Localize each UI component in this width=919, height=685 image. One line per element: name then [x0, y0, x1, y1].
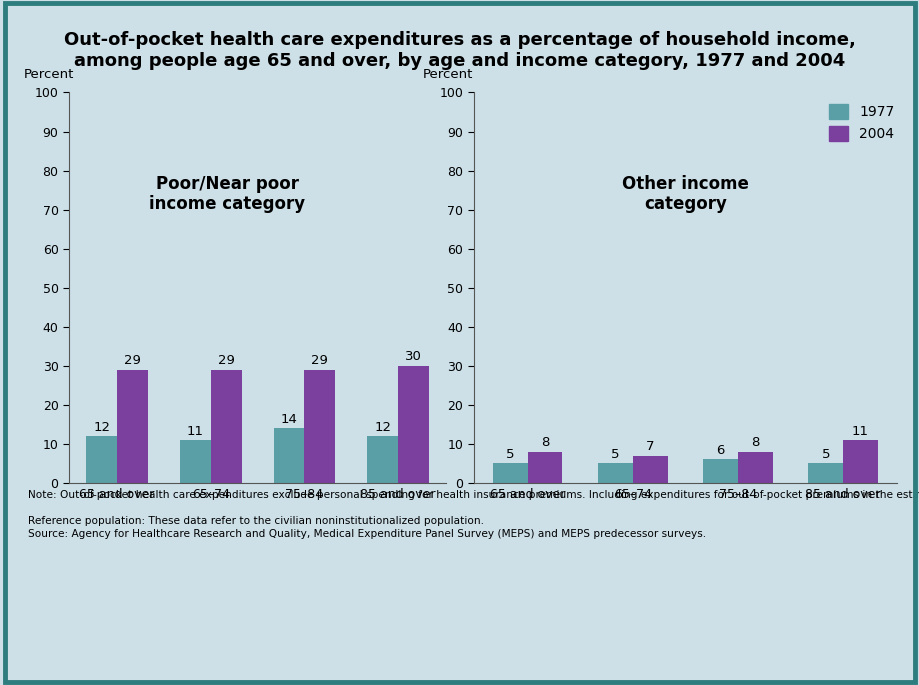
Bar	[304, 370, 335, 483]
Text: 12: 12	[93, 421, 110, 434]
Bar	[273, 428, 304, 483]
Text: 5: 5	[821, 448, 829, 461]
Text: 11: 11	[187, 425, 204, 438]
Bar	[398, 366, 428, 483]
Bar	[737, 451, 772, 483]
Text: 5: 5	[505, 448, 514, 461]
Text: 29: 29	[124, 354, 141, 367]
Text: Percent: Percent	[423, 68, 473, 81]
Text: 12: 12	[374, 421, 391, 434]
Bar	[86, 436, 117, 483]
Text: 6: 6	[716, 444, 724, 457]
Text: 29: 29	[218, 354, 234, 367]
Text: 29: 29	[312, 354, 328, 367]
Text: 14: 14	[280, 413, 297, 426]
Text: 5: 5	[610, 448, 619, 461]
Bar	[210, 370, 242, 483]
Text: Other income
category: Other income category	[621, 175, 748, 214]
Bar	[808, 464, 842, 483]
Text: 11: 11	[851, 425, 868, 438]
Text: 8: 8	[750, 436, 759, 449]
Text: Percent: Percent	[24, 68, 74, 81]
Text: Poor/Near poor
income category: Poor/Near poor income category	[149, 175, 305, 214]
Bar	[493, 464, 528, 483]
Bar	[632, 456, 667, 483]
Bar	[117, 370, 148, 483]
Bar	[367, 436, 398, 483]
Text: 7: 7	[645, 440, 653, 453]
Bar	[597, 464, 632, 483]
Bar	[702, 460, 737, 483]
Bar	[842, 440, 877, 483]
Text: 8: 8	[540, 436, 549, 449]
Bar	[179, 440, 210, 483]
Text: 30: 30	[404, 351, 422, 364]
Text: Note: Out-of-pocket health care expenditures exclude personal spending for healt: Note: Out-of-pocket health care expendit…	[28, 490, 919, 539]
Bar	[528, 451, 562, 483]
Legend: 1977, 2004: 1977, 2004	[823, 99, 898, 145]
Text: Out-of-pocket health care expenditures as a percentage of household income,
amon: Out-of-pocket health care expenditures a…	[64, 31, 855, 70]
